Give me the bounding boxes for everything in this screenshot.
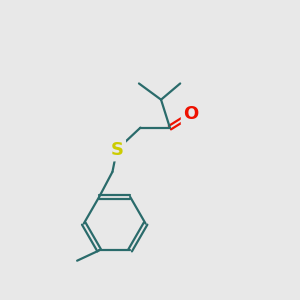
Text: S: S [110,141,123,159]
Text: O: O [184,105,199,123]
